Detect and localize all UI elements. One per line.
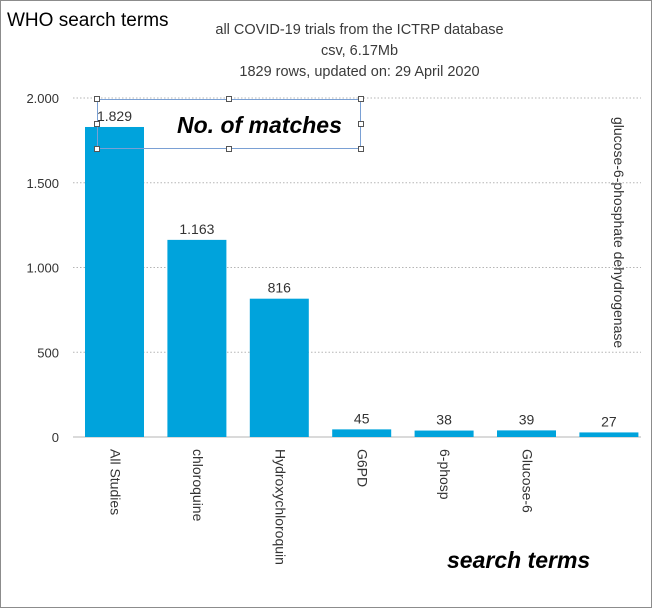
x-tick-label: 6-phosp (437, 449, 453, 500)
resize-handle[interactable] (226, 146, 232, 152)
resize-handle[interactable] (358, 146, 364, 152)
bar (249, 298, 309, 437)
data-label: 27 (601, 413, 617, 429)
bar (167, 239, 227, 437)
data-label: 38 (436, 412, 452, 428)
data-label: 39 (519, 411, 535, 427)
chart-title: all COVID-19 trials from the ICTRP datab… (215, 22, 504, 38)
y-tick-label: 0 (52, 430, 59, 445)
resize-handle[interactable] (94, 146, 100, 152)
y-tick-label: 500 (37, 345, 59, 360)
resize-handle[interactable] (94, 121, 100, 127)
data-label: 1.163 (179, 221, 214, 237)
x-tick-label: glucose-6-phosphate dehydrogenase (611, 117, 627, 348)
y-tick-label: 1.500 (26, 176, 59, 191)
x-tick-label: chloroquine (190, 449, 206, 522)
resize-handle[interactable] (226, 96, 232, 102)
bar (414, 430, 474, 437)
x-axis-title: search terms (447, 547, 591, 573)
bar (497, 430, 556, 437)
corner-label: WHO search terms (7, 10, 169, 31)
y-tick-label: 2.000 (26, 91, 59, 106)
chart-subtitle-line-1: csv, 6.17Mb (320, 43, 399, 59)
data-label: 45 (354, 410, 370, 426)
x-tick-label: G6PD (355, 449, 371, 487)
resize-handle[interactable] (94, 96, 100, 102)
x-tick-label: Hydroxychloroquin (272, 449, 288, 565)
x-tick-label: All Studies (108, 449, 124, 515)
data-label: 816 (268, 280, 292, 296)
y-axis-title[interactable]: No. of matches (177, 112, 342, 138)
x-tick-label: Glucose-6 (520, 449, 536, 513)
y-tick-label: 1.000 (26, 261, 59, 276)
bar (332, 429, 392, 437)
bar (85, 126, 144, 437)
chart-subtitle-line-2: 1829 rows, updated on: 29 April 2020 (239, 64, 480, 80)
resize-handle[interactable] (358, 121, 364, 127)
resize-handle[interactable] (358, 96, 364, 102)
bar (579, 432, 639, 437)
data-label: 1.829 (97, 108, 132, 124)
